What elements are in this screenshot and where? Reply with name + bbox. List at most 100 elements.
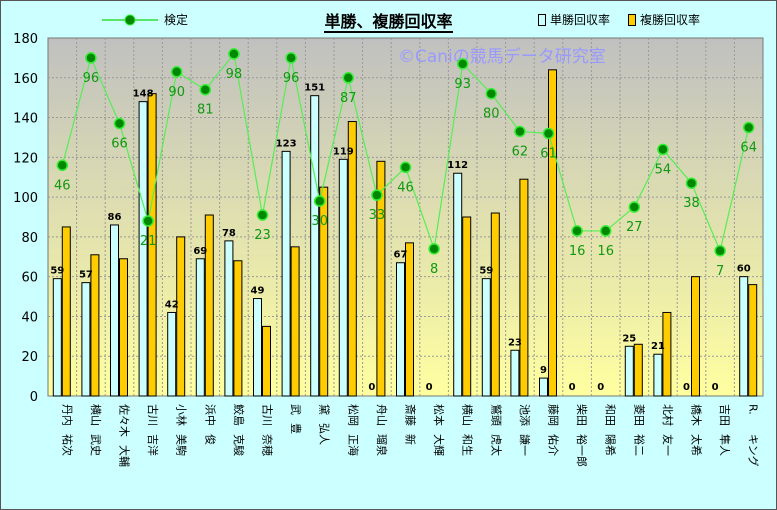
bar-tansho	[539, 377, 548, 397]
line-point-kentei	[56, 159, 69, 172]
x-tick-text: 虎太	[489, 434, 502, 456]
line-point-kentei	[285, 52, 297, 64]
x-tick-text: 正海	[346, 434, 360, 456]
y-tick-label: 160	[13, 72, 38, 87]
y-tick-label: 180	[13, 32, 38, 47]
x-tick-text: 陽希	[604, 434, 618, 456]
data-label-tansho: 21	[651, 341, 665, 352]
x-tick-text: 柴田	[575, 404, 589, 426]
bar-fukusho	[147, 93, 157, 397]
data-label-kentei: 61	[540, 146, 557, 161]
x-tick-text: 松岡	[346, 404, 360, 426]
x-tick-text: 武	[289, 404, 302, 415]
x-tick-text: 大輔	[118, 445, 132, 467]
x-tick-text: 菱田	[632, 404, 645, 426]
bar-tansho	[453, 172, 463, 397]
bar-fukusho	[262, 325, 271, 397]
x-tick-text: 和田	[604, 404, 617, 426]
x-tick-text: 弘人	[318, 423, 331, 445]
data-label-tansho: 0	[712, 382, 719, 393]
bar-tansho	[396, 262, 405, 397]
line-point-kentei	[456, 58, 469, 70]
data-label-tansho: 78	[222, 228, 236, 239]
bar-fukusho	[633, 343, 643, 397]
data-label-tansho: 0	[368, 382, 375, 393]
data-label-tansho: 57	[79, 270, 93, 281]
bar-tansho	[81, 282, 91, 397]
x-tick-text: 舟山	[375, 404, 389, 426]
data-label-kentei: 64	[740, 141, 757, 156]
x-tick-text: 俊	[203, 434, 217, 445]
data-label-kentei: 87	[340, 91, 357, 106]
legend-label: 単勝回収率	[550, 13, 611, 27]
legend-kentei: 検定	[100, 11, 188, 28]
x-tick-text: 藤岡	[547, 404, 560, 426]
data-label-tansho: 123	[276, 138, 297, 149]
data-label-kentei: 81	[197, 103, 214, 118]
bar-tansho	[224, 240, 234, 397]
data-label-kentei: 93	[454, 77, 471, 92]
x-tick-text: 鷲頭	[489, 404, 503, 426]
y-tick-label: 140	[13, 112, 38, 127]
legend-label: 複勝回収率	[640, 13, 701, 27]
y-tick-label: 0	[30, 390, 38, 405]
bar-fukusho	[61, 226, 71, 397]
x-tick-text: 松本	[432, 404, 446, 426]
x-tick-text: 北村	[661, 404, 675, 426]
x-tick-text: 池添	[518, 404, 532, 426]
data-label-kentei: 90	[168, 85, 185, 100]
x-tick-text: 謙一	[518, 434, 531, 456]
bar-tansho	[281, 150, 291, 397]
x-tick-text: 武史	[89, 434, 102, 456]
x-tick-text: 横山	[89, 404, 103, 426]
data-label-kentei: 96	[83, 71, 100, 86]
legend-tansho: 単勝回収率	[538, 11, 610, 28]
chart-title-text: 単勝、複勝回収率	[324, 12, 453, 33]
line-point-kentei	[571, 225, 583, 237]
legend-label: 検定	[164, 13, 189, 27]
x-tick-text: 橋木	[690, 404, 704, 426]
line-point-kentei	[313, 195, 326, 207]
bar-tansho	[138, 101, 148, 397]
bar-fukusho	[691, 276, 700, 397]
x-tick-text: 鮫島	[232, 404, 246, 426]
x-tick-text: 裕二	[632, 434, 645, 456]
data-label-kentei: 38	[683, 196, 700, 211]
data-label-tansho: 23	[508, 337, 522, 348]
data-label-kentei: 30	[311, 214, 328, 229]
x-tick-text: 和生	[461, 434, 475, 456]
bar-tansho	[653, 353, 663, 397]
x-tick-label: 浜中俊	[203, 404, 217, 445]
bar-tansho	[110, 224, 119, 397]
watermark: ©Caniの競馬データ研究室	[398, 46, 606, 67]
line-point-kentei	[714, 245, 726, 257]
data-label-tansho: 60	[737, 264, 751, 275]
line-point-kentei	[599, 225, 612, 237]
data-label-kentei: 66	[111, 137, 128, 152]
legend-swatch	[538, 13, 546, 26]
bar-fukusho	[490, 212, 500, 397]
bar-fukusho	[176, 236, 186, 397]
chart-title: 単勝、複勝回収率	[0, 8, 777, 33]
line-point-kentei	[628, 201, 641, 213]
bar-fukusho	[405, 242, 414, 397]
x-tick-text: 豊	[289, 423, 302, 434]
x-tick-label: 黛弘人	[318, 404, 331, 445]
x-tick-text: 小林	[175, 404, 189, 426]
bar-tansho	[310, 95, 320, 397]
bar-tansho	[195, 258, 205, 397]
data-label-kentei: 54	[655, 162, 672, 177]
